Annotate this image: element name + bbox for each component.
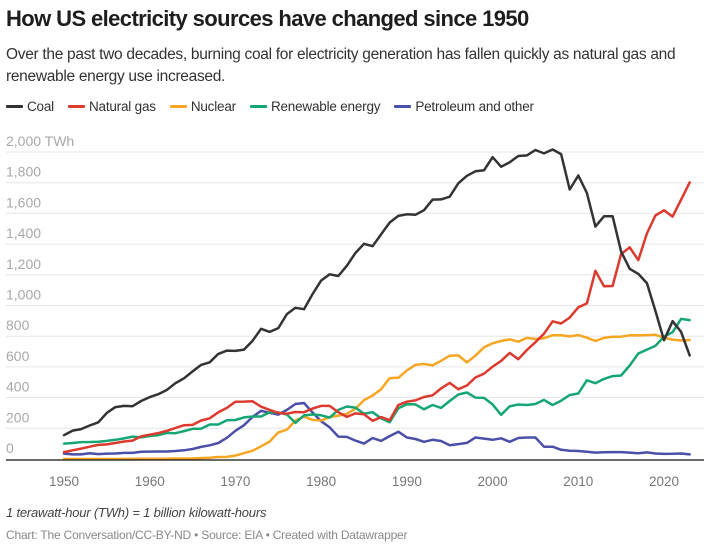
legend-label: Nuclear: [190, 99, 236, 114]
x-tick-label: 1970: [220, 474, 250, 489]
legend-item: Petroleum and other: [394, 99, 534, 114]
y-tick-label: 400: [6, 379, 30, 395]
series-line-nuclear: [62, 333, 691, 461]
legend-label: Petroleum and other: [415, 99, 534, 114]
unit-note: 1 terawatt-hour (TWh) = 1 billion kilowa…: [6, 505, 267, 520]
legend-swatch: [169, 105, 187, 108]
chart-subtitle: Over the past two decades, burning coal …: [6, 46, 676, 85]
series-line-natural-gas: [62, 181, 691, 454]
legend-item: Coal: [6, 99, 54, 114]
line-chart: 0 200 400 600 800 1,000 1,200 1,400 1,600 1,800 2,…: [6, 133, 704, 489]
legend-swatch: [394, 105, 412, 108]
y-tick-label: 800: [6, 317, 30, 333]
legend: Coal Natural gas Nuclear Renewable energy Pe…: [6, 99, 534, 114]
x-tick-label: 1960: [135, 474, 165, 489]
legend-label: Natural gas: [88, 99, 156, 114]
legend-label: Renewable energy: [270, 99, 381, 114]
legend-swatch: [249, 105, 267, 108]
chart-credit: Chart: The Conversation/CC-BY-ND • Sourc…: [6, 528, 408, 542]
x-tick-label: 2000: [478, 474, 508, 489]
series-line-petroleum-and-other: [62, 401, 691, 456]
legend-item: Renewable energy: [249, 99, 381, 114]
legend-swatch: [6, 105, 23, 108]
y-tick-label: 1,000: [6, 287, 41, 303]
legend-item: Nuclear: [169, 99, 236, 114]
y-tick-label: 1,800: [6, 164, 41, 180]
y-tick-label: 200: [6, 409, 30, 425]
legend-label: Coal: [27, 99, 54, 114]
y-tick-label: 0: [6, 440, 14, 456]
series-line-renewable-energy: [62, 317, 691, 445]
legend-item: Natural gas: [67, 99, 156, 114]
y-tick-label: 1,200: [6, 256, 41, 272]
y-tick-label: 1,400: [6, 225, 41, 241]
x-tick-label: 2010: [563, 474, 593, 489]
x-tick-label: 2020: [649, 474, 679, 489]
y-tick-label: 600: [6, 348, 30, 364]
x-tick-label: 1980: [306, 474, 336, 489]
chart-title: How US electricity sources have changed …: [6, 6, 529, 31]
x-tick-label: 1950: [49, 474, 79, 489]
legend-swatch: [67, 105, 85, 108]
x-tick-label: 1990: [392, 474, 422, 489]
y-tick-label: 2,000 TWh: [6, 133, 74, 149]
series-line-coal: [62, 148, 691, 437]
y-tick-label: 1,600: [6, 194, 41, 210]
